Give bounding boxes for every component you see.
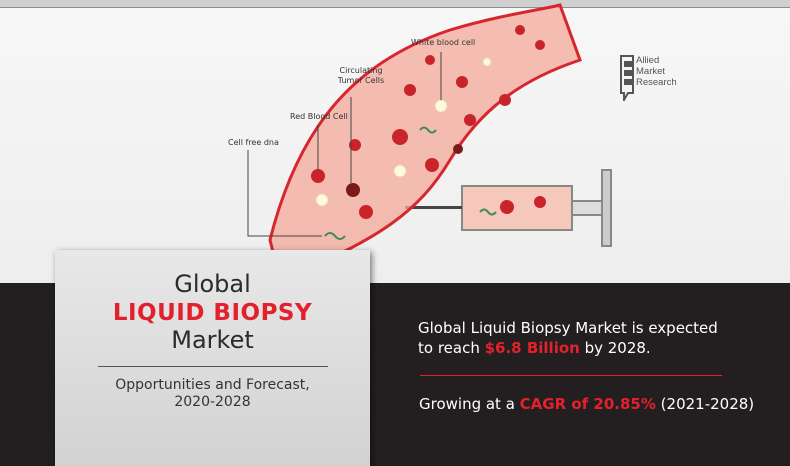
title-card: Global LIQUID BIOPSY Market Opportunitie…	[55, 250, 370, 466]
label-cell-free-dna: Cell free dna	[228, 138, 279, 147]
logo-mark-icon	[620, 55, 634, 101]
cagr-value: CAGR of 20.85%	[519, 395, 656, 413]
market-value-statement: Global Liquid Biopsy Market is expected …	[418, 319, 718, 357]
title-liquid-biopsy: LIQUID BIOPSY	[112, 300, 313, 326]
title-market: Market	[171, 326, 254, 354]
syringe-icon	[405, 169, 612, 247]
market-value: $6.8 Billion	[484, 339, 580, 357]
vessel-shape	[268, 3, 582, 283]
subtitle-line2: 2020-2028	[174, 394, 251, 410]
label-red-blood-cell: Red Blood Cell	[290, 112, 348, 121]
allied-market-research-logo: Allied Market Research	[620, 55, 710, 105]
label-white-blood-cell: White blood cell	[411, 38, 476, 47]
title-global: Global	[174, 270, 251, 298]
divider	[97, 366, 328, 367]
red-divider	[420, 375, 722, 376]
subtitle-line1: Opportunities and Forecast,	[115, 377, 310, 393]
top-band	[0, 0, 790, 8]
cagr-statement: Growing at a CAGR of 20.85% (2021-2028)	[419, 395, 755, 413]
label-circulating-tumor-cells: Circulating Tumor Cells	[337, 66, 385, 85]
